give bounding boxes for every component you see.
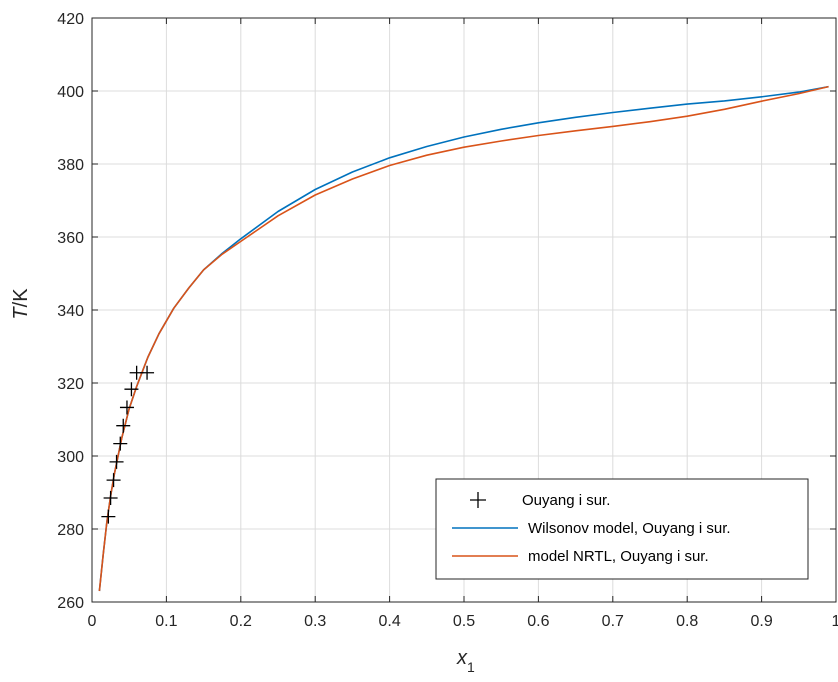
legend-box [435, 478, 809, 580]
data-point-marker [119, 400, 134, 415]
x-tick-label: 0.8 [676, 613, 698, 630]
data-point-marker [101, 509, 116, 524]
x-tick-label: 0.6 [527, 613, 549, 630]
x-tick-label: 0.9 [750, 613, 772, 630]
series-line-2 [98, 85, 829, 592]
data-point-marker [113, 436, 128, 451]
data-point-marker [109, 454, 124, 469]
legend-item-nrtl: model NRTL, Ouyang i sur. [452, 548, 709, 565]
x-tick-label: 0.1 [155, 613, 177, 630]
data-point-marker [124, 382, 139, 397]
x-axis-label-symbol: x [456, 647, 468, 669]
x-tick-label: 0.5 [453, 613, 475, 630]
legend-item-wilson: Wilsonov model, Ouyang i sur. [452, 520, 731, 537]
plot-series [98, 85, 829, 592]
legend: Ouyang i sur. Wilsonov model, Ouyang i s… [435, 478, 809, 580]
y-axis-label-unit: /K [10, 288, 32, 308]
data-point-marker [103, 490, 118, 505]
data-point-marker [140, 365, 155, 380]
y-tick-label: 400 [57, 84, 84, 101]
data-point-marker [106, 473, 121, 488]
x-axis-label-subscript: 1 [467, 659, 475, 675]
y-tick-label: 300 [57, 449, 84, 466]
y-tick-label: 320 [57, 376, 84, 393]
x-axis-label: x1 [456, 647, 475, 675]
legend-label-measured: Ouyang i sur. [522, 492, 610, 509]
y-tick-label: 360 [57, 230, 84, 247]
x-tick-label: 0.2 [230, 613, 252, 630]
x-tick-label: 1 [832, 613, 838, 630]
x-tick-label: 0.3 [304, 613, 326, 630]
data-point-marker [116, 418, 131, 433]
y-tick-label: 340 [57, 303, 84, 320]
legend-item-measured: Ouyang i sur. [470, 492, 610, 509]
y-tick-label: 280 [57, 522, 84, 539]
y-tick-label: 260 [57, 595, 84, 612]
legend-label-nrtl: model NRTL, Ouyang i sur. [528, 548, 709, 565]
y-tick-label: 420 [57, 11, 84, 28]
legend-plus-marker-icon [470, 492, 486, 508]
legend-label-wilson: Wilsonov model, Ouyang i sur. [528, 520, 731, 537]
y-axis-label-symbol: T [10, 306, 32, 320]
x-tick-label: 0.4 [378, 613, 400, 630]
x-tick-label: 0 [88, 613, 97, 630]
x-tick-label: 0.7 [602, 613, 624, 630]
y-tick-label: 380 [57, 157, 84, 174]
axis-ticks: 0 0.1 0.2 0.3 0.4 0.5 0.6 0.7 0.8 0.9 1 260 280 300 32… [57, 11, 838, 630]
y-axis-label: T/K [10, 288, 32, 320]
